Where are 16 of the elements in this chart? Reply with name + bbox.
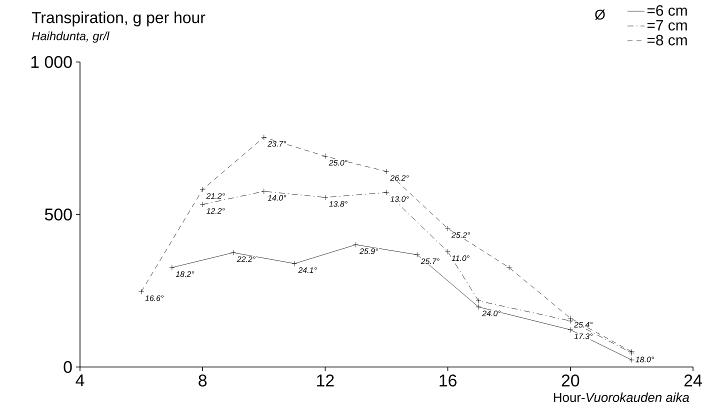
y-tick-label: 500	[44, 208, 72, 220]
chart-subtitle: Haihdunta, gr/l	[32, 32, 110, 43]
legend-label: =7 cm	[647, 20, 687, 31]
y-tick-label: 1 000	[31, 56, 72, 68]
x-axis-title: Hour-Vuorokauden aika	[554, 392, 690, 402]
legend-label: =8 cm	[647, 34, 687, 46]
x-tick-label: 8	[198, 374, 207, 387]
legend-label: =6 cm	[647, 5, 687, 16]
x-tick-label: 4	[76, 374, 84, 386]
y-tick-label: 0	[64, 361, 72, 373]
x-tick-label: 20	[562, 374, 580, 387]
x-tick-label: 24	[684, 374, 702, 386]
legend-title: Ø	[595, 10, 605, 20]
x-tick-label: 12	[317, 374, 334, 386]
chart-title: Transpiration, g per hour	[32, 12, 206, 26]
x-tick-label: 16	[440, 374, 456, 387]
